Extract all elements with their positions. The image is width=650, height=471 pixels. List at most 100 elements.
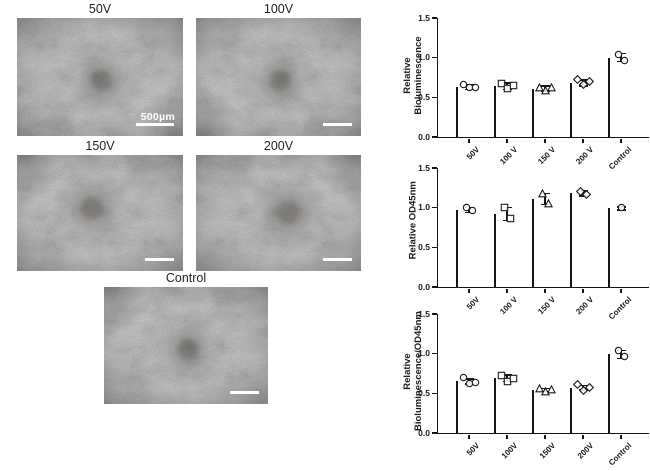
triangle-marker-icon (534, 384, 544, 393)
y-axis-title-line: Relative OD45nm (407, 181, 419, 260)
circle-marker-icon (620, 353, 628, 361)
diamond-marker-icon (584, 76, 594, 86)
bar-control (608, 57, 610, 137)
diamond-marker-icon (575, 186, 585, 196)
micrograph-block-control: Control (104, 271, 268, 404)
y-tick-label: 0.5 (418, 387, 430, 398)
diamond-marker-icon (581, 189, 591, 199)
error-bar-cap (578, 384, 588, 387)
bar-150v (532, 390, 534, 433)
x-tick (582, 288, 584, 293)
scale-bar (145, 257, 174, 261)
bar-150v (532, 198, 534, 287)
y-axis-title-line: Bioluminescence/OD45nm (412, 311, 424, 431)
bar-control (608, 354, 610, 433)
micrograph-image-100v (196, 18, 361, 136)
micrograph-block-100v: 100V (196, 2, 361, 136)
circle-marker-icon (459, 80, 467, 89)
x-tick (544, 288, 546, 293)
circle-marker-icon (468, 207, 476, 215)
triangle-marker-icon (543, 199, 553, 208)
error-bar-cap (502, 82, 512, 84)
x-tick (582, 434, 584, 439)
y-tick (431, 17, 437, 19)
micrograph-label: Control (165, 271, 207, 285)
triangle-marker-icon (546, 82, 556, 91)
y-tick (431, 246, 437, 249)
diamond-marker-icon (578, 386, 588, 396)
y-tick-label: 0.0 (418, 131, 430, 142)
y-tick-label: 0.0 (418, 281, 430, 292)
triangle-marker-icon (534, 83, 544, 92)
bar-chart-bioluminescence-per-od45nm: Relative Bioluminescence/OD45nm 0.0 0.5 1.… (400, 309, 650, 467)
y-axis-title-line: Bioluminescence (412, 36, 424, 115)
y-tick (431, 392, 437, 395)
error-bar-cap (464, 378, 474, 380)
bar-100v (494, 86, 496, 137)
error-bar (620, 53, 622, 62)
square-marker-icon (500, 203, 508, 212)
y-tick (431, 167, 437, 169)
square-marker-icon (497, 80, 505, 88)
triangle-marker-icon (540, 85, 550, 95)
y-tick-label: 1.5 (418, 162, 430, 173)
micrograph-block-50v: 50V 500µm (17, 2, 183, 136)
y-axis-title: Relative Bioluminescence/OD45nm (402, 311, 424, 431)
scale-bar (323, 122, 352, 126)
y-tick-label: 0.5 (418, 241, 430, 252)
bar-50v (456, 87, 458, 137)
y-axis-title-line: Relative (402, 57, 413, 94)
error-bar-cap (540, 192, 550, 195)
bar-100v (494, 214, 496, 287)
x-tick (506, 434, 508, 439)
circle-marker-icon (459, 373, 467, 382)
micrograph-label: 150V (85, 139, 115, 153)
bar-control (608, 208, 610, 287)
x-tick (544, 138, 546, 143)
y-tick (431, 136, 437, 138)
scale-bar (230, 390, 259, 394)
y-tick-label: 0.0 (418, 427, 430, 438)
error-bar-cap (540, 203, 550, 206)
x-tick (620, 434, 622, 439)
plot-area: 0.0 0.5 1.0 1.5 50V 100V 150V 200V Control (418, 309, 649, 467)
y-tick-label: 1.0 (418, 52, 430, 63)
error-bar-cap (502, 374, 512, 376)
micrograph-texture (196, 155, 361, 271)
micrograph-texture (196, 18, 361, 136)
bar-chart-relative-bioluminescence: Relative Bioluminescence 0.0 0.5 1.0 1.5 50V… (400, 13, 650, 171)
micrograph-label: 200V (263, 139, 294, 153)
y-tick (431, 352, 437, 355)
circle-marker-icon (471, 378, 479, 386)
triangle-marker-icon (546, 384, 556, 394)
bar-200v (570, 387, 572, 433)
micrograph-block-150v: 150V (17, 139, 183, 271)
x-tick (468, 434, 470, 439)
square-marker-icon (509, 81, 517, 90)
micrograph-label: 100V (263, 2, 294, 16)
x-tick-label: 50V (464, 441, 482, 458)
micrograph-image-200v (196, 155, 361, 271)
bar-200v (570, 193, 572, 287)
scale-label: 500µm (140, 111, 175, 123)
circle-marker-icon (462, 203, 470, 212)
y-axis-title-line: Relative (402, 353, 413, 390)
square-marker-icon (506, 215, 514, 223)
x-tick (544, 434, 546, 439)
plot-area: 0.0 0.5 1.0 1.5 50V 100 V 150 V 200 V Control (418, 13, 649, 171)
circle-marker-icon (471, 83, 479, 91)
diamond-marker-icon (584, 383, 594, 393)
y-tick-label: 1.5 (418, 12, 430, 23)
bar-100v (494, 378, 496, 433)
square-marker-icon (497, 371, 505, 379)
x-tick (620, 138, 622, 143)
micrograph-texture (104, 287, 268, 404)
diamond-marker-icon (578, 80, 588, 90)
y-tick-label: 1.5 (418, 308, 430, 319)
y-axis-title: Relative OD45nm (407, 161, 419, 280)
triangle-marker-icon (537, 188, 547, 198)
plot-area: 0.0 0.5 1.0 1.5 50V 100 V 150 V 200 V Control (418, 163, 649, 321)
x-tick (582, 138, 584, 143)
error-bar (506, 207, 508, 221)
